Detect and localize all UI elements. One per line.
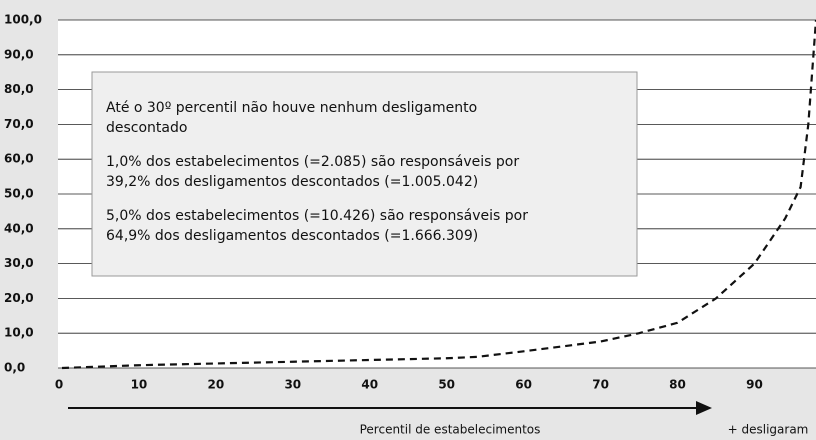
axis-arrowhead xyxy=(696,401,712,415)
x-tick-label: 20 xyxy=(208,378,225,392)
annotation-text: descontado xyxy=(106,120,187,136)
x-axis-right-label: + desligaram xyxy=(728,423,809,437)
x-tick-label: 10 xyxy=(131,378,148,392)
x-tick-label: 90 xyxy=(746,378,763,392)
x-axis-label: Percentil de estabelecimentos xyxy=(360,423,541,437)
x-tick-label: 40 xyxy=(361,378,378,392)
x-tick-label: 50 xyxy=(438,378,455,392)
y-tick-label: 50,0 xyxy=(4,187,34,201)
data-line xyxy=(61,19,816,370)
y-tick-label: 70,0 xyxy=(4,117,34,131)
y-tick-label: 20,0 xyxy=(4,291,34,305)
x-tick-label: 70 xyxy=(592,378,609,392)
y-tick-label: 60,0 xyxy=(4,152,34,166)
y-tick-label: 0,0 xyxy=(4,361,25,375)
y-tick-label: 100,0 xyxy=(4,13,42,27)
x-tick-label: 30 xyxy=(284,378,301,392)
y-tick-label: 80,0 xyxy=(4,82,34,96)
x-tick-label: 60 xyxy=(515,378,532,392)
y-tick-label: 90,0 xyxy=(4,47,34,61)
annotation-text: 1,0% dos estabelecimentos (=2.085) são r… xyxy=(106,154,519,170)
annotation-text: 39,2% dos desligamentos descontados (=1.… xyxy=(106,174,478,190)
y-tick-label: 30,0 xyxy=(4,256,34,270)
annotation-text: Até o 30º percentil não houve nenhum des… xyxy=(106,100,477,116)
x-tick-label: 80 xyxy=(669,378,686,392)
x-tick-label: 0 xyxy=(55,378,63,392)
y-tick-label: 40,0 xyxy=(4,221,34,235)
annotation-text: 64,9% dos desligamentos descontados (=1.… xyxy=(106,228,478,244)
y-tick-label: 10,0 xyxy=(4,326,34,340)
annotation-box xyxy=(91,71,638,277)
annotation-text: 5,0% dos estabelecimentos (=10.426) são … xyxy=(106,208,528,224)
